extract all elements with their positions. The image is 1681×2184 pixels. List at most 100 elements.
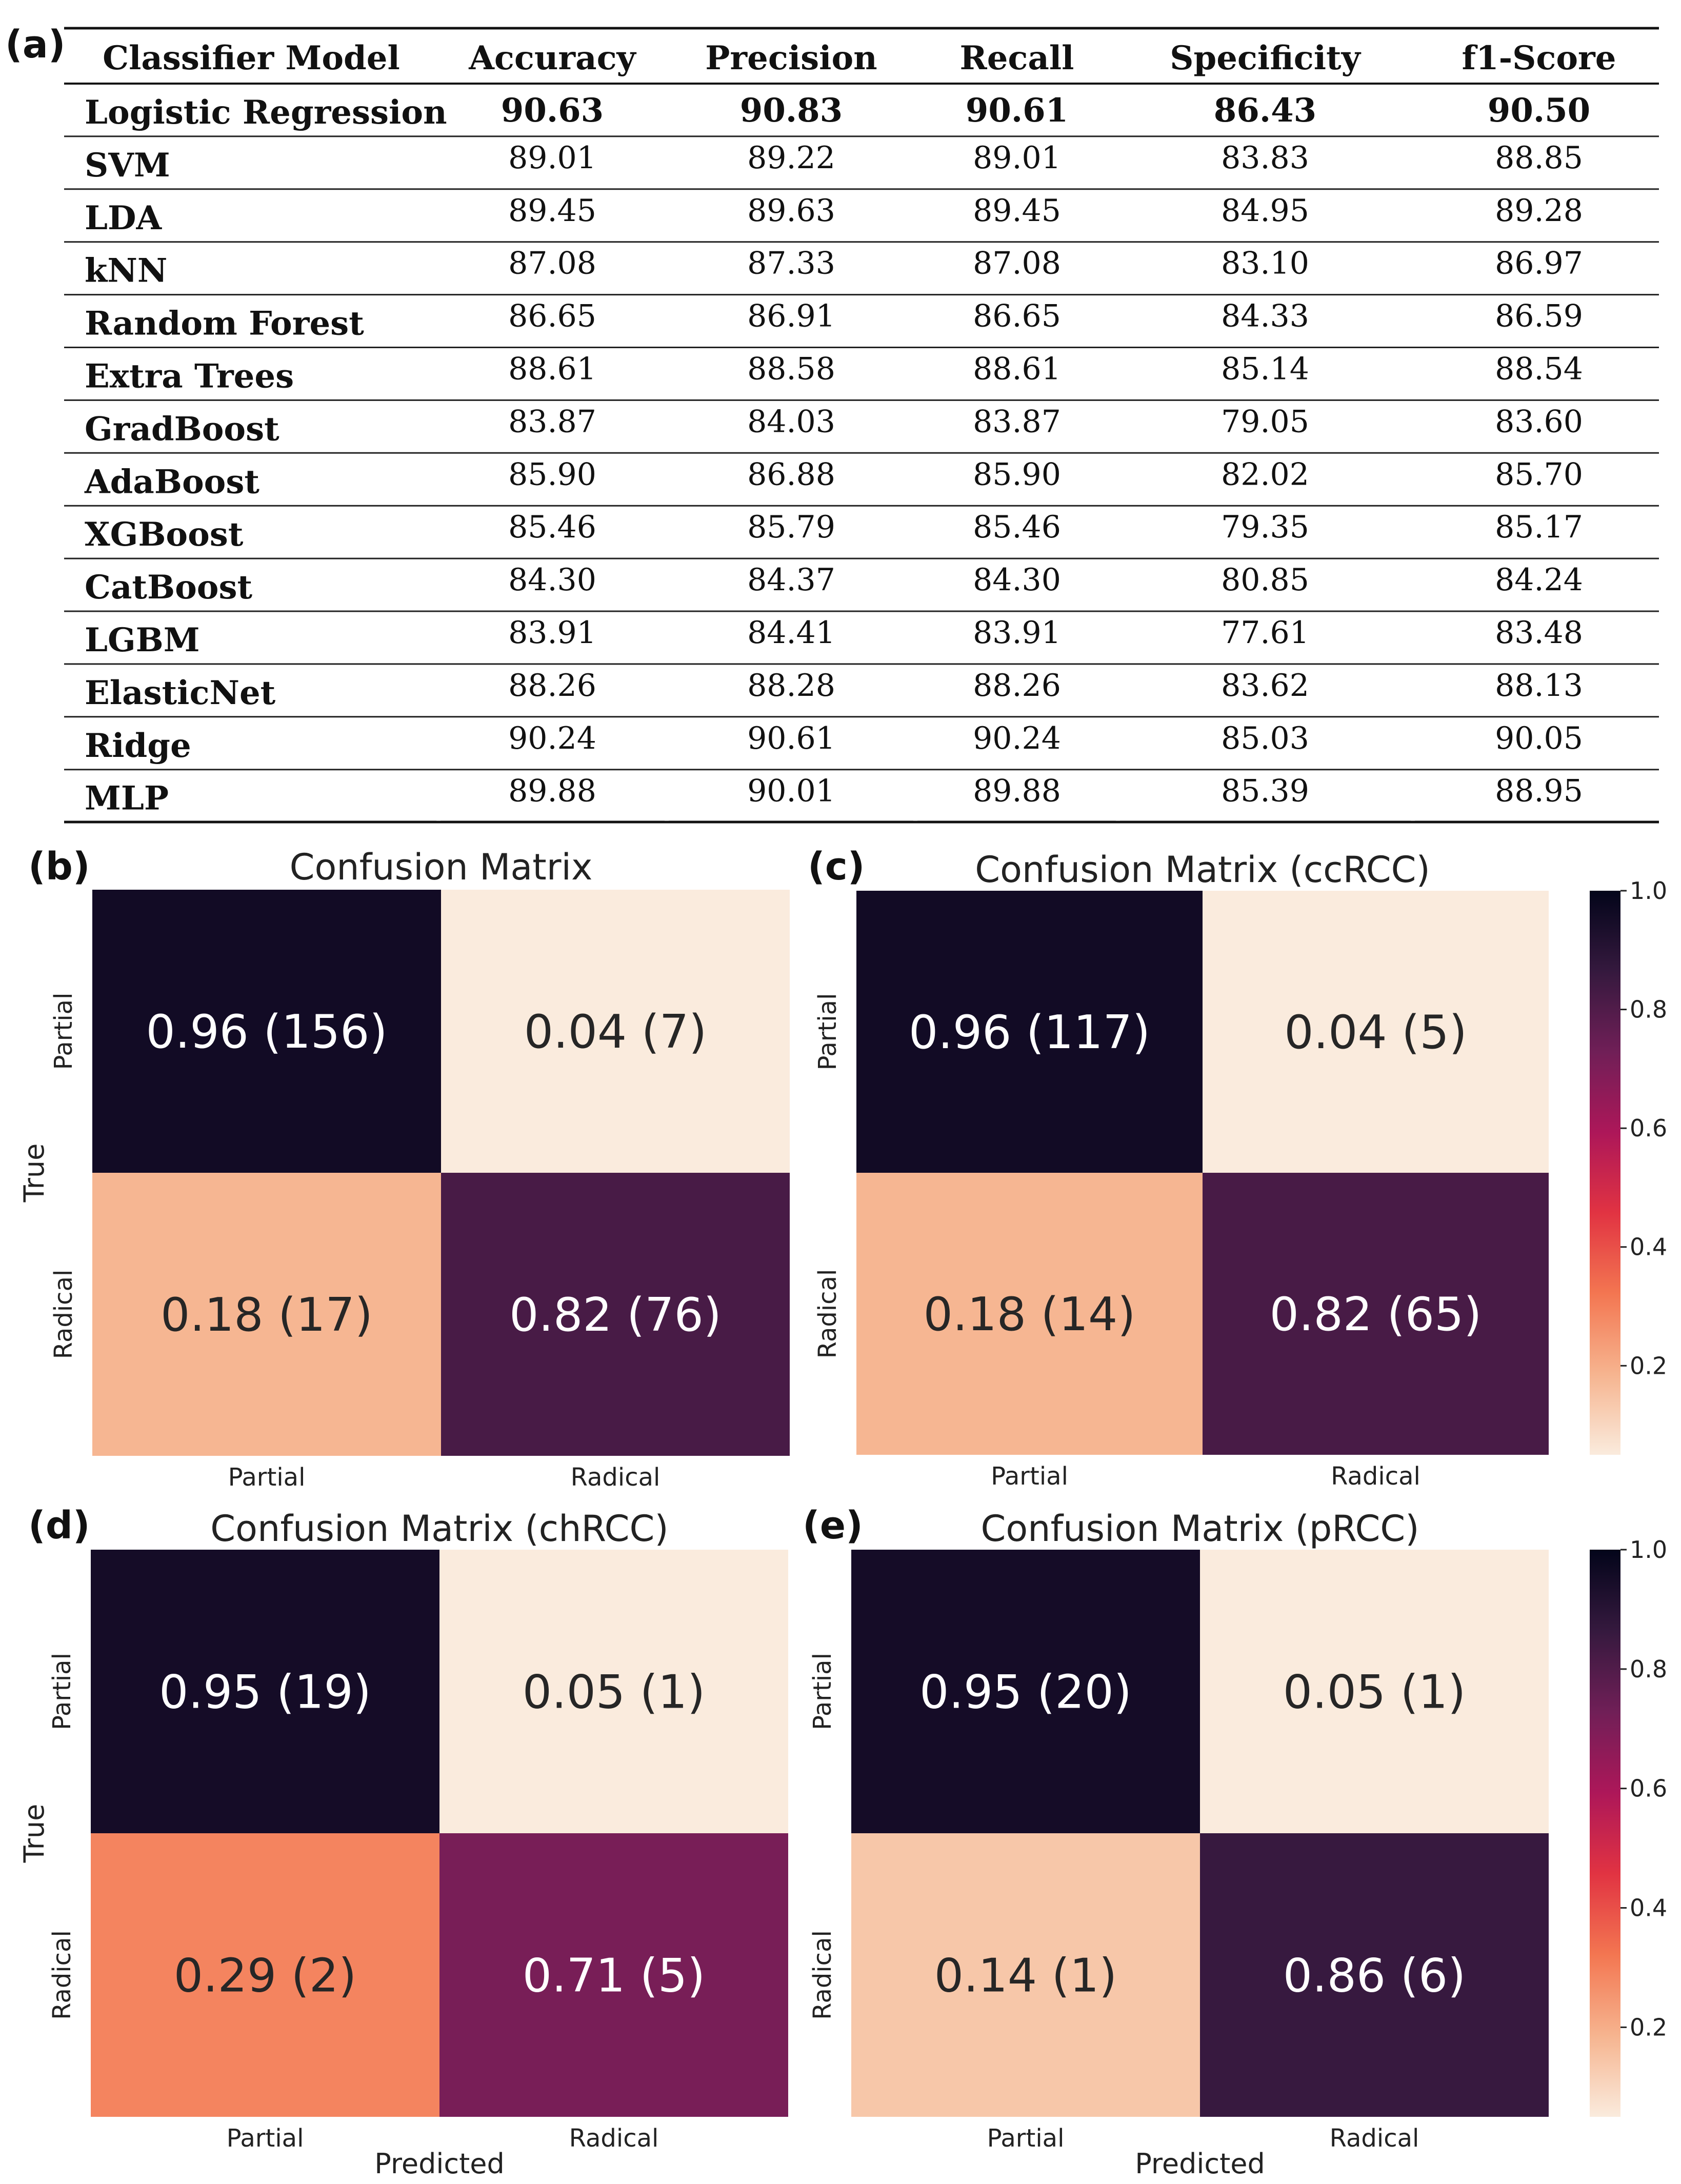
table-cell: 83.10	[1221, 246, 1309, 282]
heatmap-cell	[92, 1173, 441, 1456]
table-cell: 84.37	[747, 562, 835, 598]
table-cell: 85.17	[1495, 509, 1583, 545]
panel-label-a: (a)	[5, 23, 66, 67]
cell-annotation: 0.95 (19)	[159, 1666, 371, 1719]
table-model-name: ElasticNet	[85, 674, 276, 712]
table-cell: 83.62	[1221, 668, 1309, 704]
panel-label: (d)	[28, 1504, 90, 1548]
colorbar-tick-label: 1.0	[1630, 1536, 1667, 1564]
heatmap-cell	[439, 1550, 788, 1833]
table-row: XGBoost 85.46 85.79 85.46 79.35 85.17	[64, 505, 1659, 557]
table-cell: 88.54	[1495, 351, 1583, 387]
table-cell: 88.26	[508, 668, 596, 704]
chart-title: Confusion Matrix	[290, 846, 593, 888]
table-cell: 90.63	[501, 91, 604, 130]
heatmap-cell	[439, 1833, 788, 2117]
colorbar-bar	[1590, 1550, 1620, 2117]
table-cell: 85.39	[1221, 773, 1309, 809]
table-cell: 85.90	[973, 456, 1061, 492]
colorbar-tick-label: 1.0	[1630, 877, 1667, 905]
table-cell: 83.48	[1495, 615, 1583, 651]
table-cell: 83.60	[1495, 404, 1583, 439]
table-header-cell: f1-Score	[1462, 39, 1616, 77]
x-axis-label: Predicted	[1135, 2148, 1265, 2180]
table-row: CatBoost 84.30 84.37 84.30 80.85 84.24	[64, 557, 1659, 610]
y-axis-label: True	[18, 1144, 50, 1203]
heatmap-cell	[851, 1550, 1200, 1833]
cell-annotation: 0.82 (76)	[509, 1288, 722, 1342]
y-tick-label: Radical	[813, 1269, 842, 1359]
table-cell: 88.13	[1495, 668, 1583, 704]
colorbar-tick-label: 0.6	[1630, 1114, 1667, 1142]
table-cell: 90.01	[747, 773, 835, 809]
y-tick-label: Radical	[48, 1930, 76, 2020]
table-model-name: LDA	[85, 199, 163, 237]
cell-annotation: 0.18 (17)	[161, 1288, 373, 1342]
table-cell: 90.24	[973, 720, 1061, 756]
heatmap-cell	[856, 891, 1203, 1173]
table-cell: 89.63	[747, 193, 835, 229]
table-cell: 80.85	[1221, 562, 1309, 598]
colorbar-tick-label: 0.4	[1630, 1233, 1667, 1261]
table-cell: 85.03	[1221, 720, 1309, 756]
table-model-name: Ridge	[85, 727, 191, 765]
x-tick-label: Radical	[571, 1463, 661, 1492]
table-cell: 89.45	[973, 193, 1061, 229]
cell-annotation: 0.29 (2)	[174, 1949, 356, 2003]
table-cell: 85.46	[508, 509, 596, 545]
table-cell: 83.87	[508, 404, 596, 439]
x-axis-label: Predicted	[374, 2148, 505, 2180]
table-cell: 84.03	[747, 404, 835, 439]
table-header-cell: Classifier Model	[103, 39, 400, 77]
y-tick-label: Radical	[49, 1270, 78, 1359]
heatmap-cell	[441, 890, 790, 1173]
table-cell: 88.26	[973, 668, 1061, 704]
table-model-name: kNN	[85, 252, 167, 290]
table-cell: 87.08	[508, 246, 596, 282]
heatmap-cell	[91, 1833, 439, 2117]
cell-annotation: 0.82 (65)	[1270, 1288, 1482, 1341]
table-cell: 83.91	[973, 615, 1061, 651]
chart-title: Confusion Matrix (pRCC)	[980, 1508, 1419, 1550]
cell-annotation: 0.05 (1)	[1283, 1666, 1466, 1719]
cell-annotation: 0.71 (5)	[523, 1949, 705, 2003]
table-cell: 89.45	[508, 193, 596, 229]
colorbar-tick-label: 0.4	[1630, 1894, 1667, 1922]
table-cell: 86.65	[508, 298, 596, 334]
colorbar-bar	[1590, 891, 1620, 1455]
table-cell: 82.02	[1221, 456, 1309, 492]
heatmap-cell	[441, 1173, 790, 1456]
table-row: MLP 89.88 90.01 89.88 85.39 88.95	[64, 769, 1659, 821]
table-cell: 85.46	[973, 509, 1061, 545]
y-axis-label: True	[18, 1804, 50, 1864]
cell-annotation: 0.04 (7)	[524, 1005, 707, 1059]
table-cell: 85.14	[1221, 351, 1309, 387]
table-body: Logistic Regression 90.63 90.83 90.61 86.43 9…	[64, 85, 1659, 821]
table-cell: 86.91	[747, 298, 835, 334]
table-cell: 89.22	[747, 140, 835, 176]
table-cell: 87.08	[973, 246, 1061, 282]
table-cell: 83.91	[508, 615, 596, 651]
table-cell: 90.83	[740, 91, 843, 130]
table-row: Logistic Regression 90.63 90.83 90.61 86.43 9…	[85, 85, 1590, 135]
y-tick-label: Radical	[808, 1930, 837, 2020]
table-cell: 90.61	[747, 720, 835, 756]
table-cell: 84.24	[1495, 562, 1583, 598]
table-cell: 88.85	[1495, 140, 1583, 176]
table-row: ElasticNet 88.26 88.28 88.26 83.62 88.13	[64, 663, 1659, 715]
colorbar-tick-label: 0.8	[1630, 1655, 1667, 1683]
confusion-matrix-panel-b: (b) Confusion Matrix 0.96 (156) 0.04 (7) 0.1…	[18, 845, 790, 1492]
chart-title: Confusion Matrix (chRCC)	[210, 1508, 668, 1550]
table-model-name: XGBoost	[85, 515, 244, 554]
table-cell: 84.41	[747, 615, 835, 651]
cell-annotation: 0.96 (156)	[146, 1005, 387, 1059]
confusion-matrix-panel-c: (c) Confusion Matrix (ccRCC) 0.96 (117) 0.0…	[808, 845, 1667, 1491]
y-tick-label: Partial	[48, 1653, 76, 1730]
table-header-cell: Accuracy	[468, 39, 636, 77]
panel-label: (c)	[808, 845, 865, 889]
table-cell: 86.59	[1495, 298, 1583, 334]
table-model-name: Logistic Regression	[85, 93, 447, 132]
table-row: SVM 89.01 89.22 89.01 83.83 88.85	[64, 135, 1659, 188]
table-cell: 89.28	[1495, 193, 1583, 229]
